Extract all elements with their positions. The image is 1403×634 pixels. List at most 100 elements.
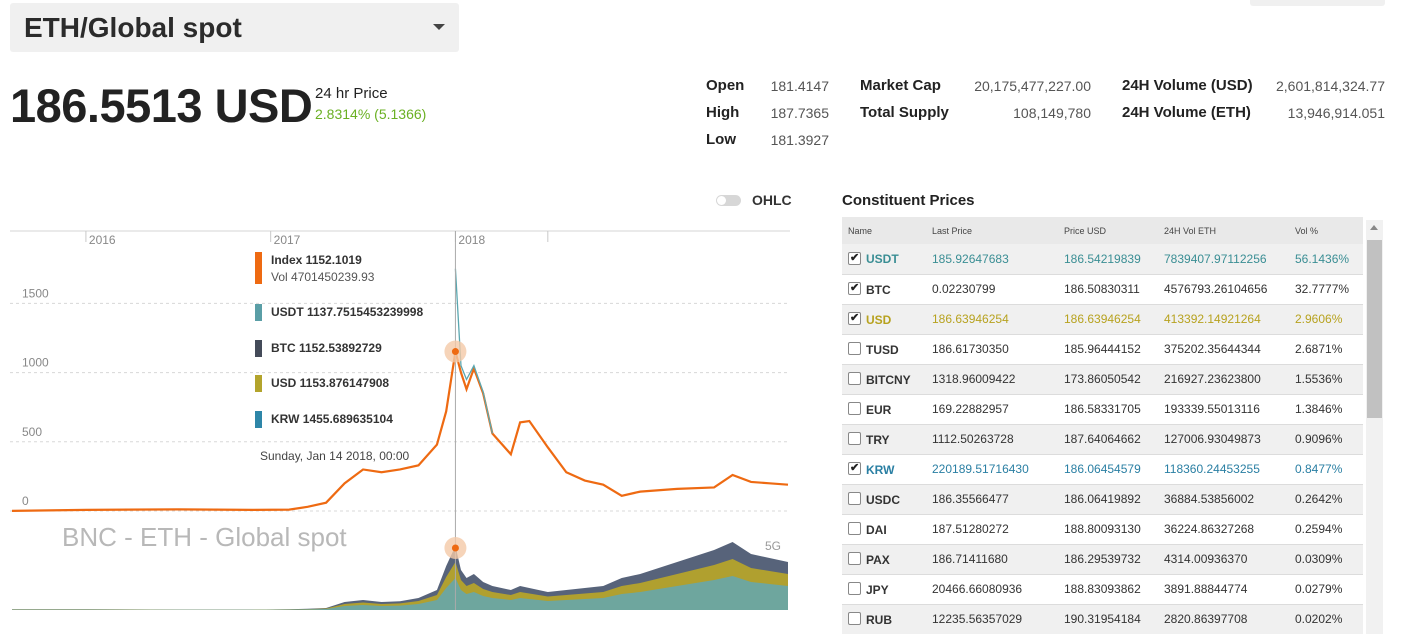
chevron-down-icon	[433, 24, 445, 30]
checkbox-icon[interactable]	[848, 491, 861, 505]
table-row[interactable]: JPY 20466.66080936 188.83093862 3891.888447…	[842, 574, 1363, 605]
row-name-cell: BTC	[842, 274, 926, 305]
table-row[interactable]: RUB 12235.56357029 190.31954184 2820.863977…	[842, 604, 1363, 634]
row-vol-pct: 1.3846%	[1289, 394, 1363, 425]
row-vol-eth: 216927.23623800	[1158, 364, 1289, 395]
row-name-cell: EUR	[842, 394, 926, 425]
row-name-cell: BITCNY	[842, 364, 926, 395]
row-last-price: 187.51280272	[926, 514, 1058, 545]
tooltip-item-label: KRW 1455.689635104	[271, 412, 393, 426]
tooltip-item-label: Index 1152.1019	[271, 253, 362, 267]
constituent-prices-title: Constituent Prices	[842, 192, 975, 209]
checkbox-icon[interactable]	[848, 311, 861, 325]
col-header-last-price[interactable]: Last Price	[926, 217, 1058, 244]
row-price-usd: 186.06419892	[1058, 484, 1158, 515]
volume-area	[12, 576, 788, 610]
table-row[interactable]: USDC 186.35566477 186.06419892 36884.538560…	[842, 484, 1363, 515]
row-last-price: 1318.96009422	[926, 364, 1058, 395]
row-vol-eth: 118360.24453255	[1158, 454, 1289, 485]
row-symbol: USD	[866, 312, 892, 327]
row-vol-eth: 2820.86397708	[1158, 604, 1289, 634]
volume-area	[12, 559, 788, 610]
row-vol-pct: 0.9096%	[1289, 424, 1363, 455]
row-last-price: 186.71411680	[926, 544, 1058, 575]
checkbox-icon[interactable]	[848, 341, 861, 355]
chart-watermark-title: BNC - ETH - Global spot	[62, 522, 347, 552]
checkbox-icon[interactable]	[848, 431, 861, 445]
market-cap-value: 20,175,477,227.00	[974, 78, 1091, 94]
row-vol-pct: 0.8477%	[1289, 454, 1363, 485]
row-symbol: USDT	[866, 252, 899, 267]
row-price-usd: 188.83093862	[1058, 574, 1158, 605]
scrollbar-thumb[interactable]	[1367, 240, 1382, 418]
checkbox-icon[interactable]	[848, 611, 861, 625]
table-row[interactable]: TRY 1112.50263728 187.64064662 127006.93049…	[842, 424, 1363, 455]
row-vol-eth: 193339.55013116	[1158, 394, 1289, 425]
ohlc-toggle[interactable]	[716, 195, 741, 206]
checkbox-icon[interactable]	[848, 461, 861, 475]
tooltip-swatch	[255, 304, 262, 321]
open-label: Open	[706, 77, 745, 94]
table-row[interactable]: EUR 169.22882957 186.58331705 193339.550131…	[842, 394, 1363, 425]
current-price: 186.5513 USD	[10, 79, 313, 132]
hover-marker	[451, 348, 459, 356]
row-symbol: BTC	[866, 282, 891, 297]
row-vol-pct: 0.0309%	[1289, 544, 1363, 575]
y-tick-label: 500	[22, 425, 42, 439]
row-vol-eth: 4314.00936370	[1158, 544, 1289, 575]
table-row[interactable]: DAI 187.51280272 188.80093130 36224.8632726…	[842, 514, 1363, 545]
row-last-price: 12235.56357029	[926, 604, 1058, 634]
row-price-usd: 186.63946254	[1058, 304, 1158, 335]
checkbox-icon[interactable]	[848, 581, 861, 595]
price-chart[interactable]: 2016 2017 2018 0 500 1000 1500 BNC - ETH - Glob…	[10, 230, 790, 614]
row-price-usd: 190.31954184	[1058, 604, 1158, 634]
col-header-name[interactable]: Name	[842, 217, 926, 244]
row-vol-pct: 32.7777%	[1289, 274, 1363, 305]
col-header-price-usd[interactable]: Price USD	[1058, 217, 1158, 244]
row-vol-pct: 0.2642%	[1289, 484, 1363, 515]
table-scrollbar[interactable]	[1366, 220, 1383, 634]
row-symbol: JPY	[866, 582, 889, 597]
checkbox-icon[interactable]	[848, 401, 861, 415]
row-symbol: USDC	[866, 492, 901, 507]
checkbox-icon[interactable]	[848, 551, 861, 565]
row-vol-pct: 2.9606%	[1289, 304, 1363, 335]
row-vol-eth: 413392.14921264	[1158, 304, 1289, 335]
constituent-prices-table: Name Last Price Price USD 24H Vol ETH Vo…	[842, 217, 1383, 634]
scroll-up-arrow-icon[interactable]	[1370, 225, 1378, 230]
table-row[interactable]: BITCNY 1318.96009422 173.86050542 216927.23…	[842, 364, 1363, 395]
table-row[interactable]: BTC 0.02230799186.508303114576793.2610465…	[842, 274, 1363, 305]
table-row[interactable]: TUSD 186.61730350 185.96444152 375202.35644…	[842, 334, 1363, 365]
row-symbol: EUR	[866, 402, 892, 417]
row-vol-eth: 36884.53856002	[1158, 484, 1289, 515]
row-last-price: 186.35566477	[926, 484, 1058, 515]
table-row[interactable]: USD186.63946254186.63946254413392.149212…	[842, 304, 1363, 335]
y-tick-label: 1500	[22, 286, 49, 300]
table-row[interactable]: USDT 185.92647683186.542198397839407.9711…	[842, 244, 1363, 275]
row-last-price: 185.92647683	[926, 244, 1058, 275]
col-header-vol-pct[interactable]: Vol %	[1289, 217, 1363, 244]
top-right-button[interactable]	[1250, 0, 1385, 6]
row-symbol: BITCNY	[866, 372, 911, 387]
table-row[interactable]: KRW 220189.51716430186.06454579118360.244…	[842, 454, 1363, 485]
row-vol-pct: 0.0202%	[1289, 604, 1363, 634]
row-symbol: TUSD	[866, 342, 899, 357]
volume-eth-label: 24H Volume (ETH)	[1122, 104, 1251, 121]
pair-dropdown[interactable]: ETH/Global spot	[10, 3, 459, 52]
checkbox-icon[interactable]	[848, 251, 861, 265]
col-header-vol-eth[interactable]: 24H Vol ETH	[1158, 217, 1289, 244]
row-price-usd: 186.58331705	[1058, 394, 1158, 425]
x-tick-label: 2016	[89, 233, 116, 247]
row-price-usd: 186.06454579	[1058, 454, 1158, 485]
table-row[interactable]: PAX 186.71411680 186.29539732 4314.00936370…	[842, 544, 1363, 575]
row-price-usd: 187.64064662	[1058, 424, 1158, 455]
checkbox-icon[interactable]	[848, 521, 861, 535]
row-symbol: RUB	[866, 612, 892, 627]
checkbox-icon[interactable]	[848, 281, 861, 295]
row-name-cell: KRW	[842, 454, 926, 485]
total-supply-label: Total Supply	[860, 104, 949, 121]
row-vol-eth: 375202.35644344	[1158, 334, 1289, 365]
y-tick-label: 1000	[22, 356, 49, 370]
tooltip-item-label: BTC 1152.53892729	[271, 341, 382, 355]
checkbox-icon[interactable]	[848, 371, 861, 385]
